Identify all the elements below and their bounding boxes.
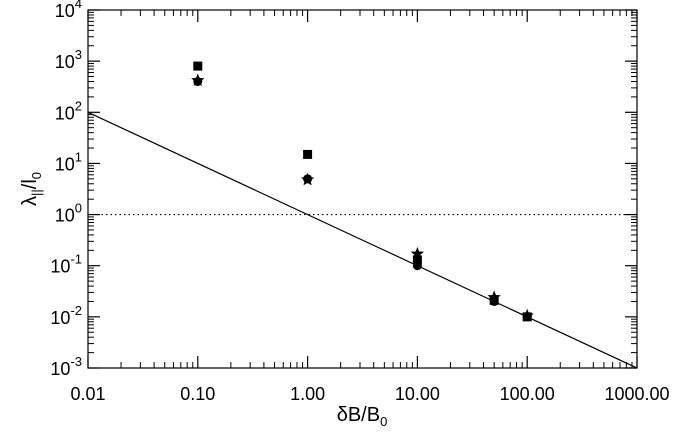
y-tick-label: 104 [55,0,82,21]
x-axis-label: δB/B0 [337,404,388,429]
x-tick-label: 1.00 [290,384,325,404]
circle-marker [412,261,422,271]
y-axis-label-subscript-parallel: || [29,189,44,196]
y-tick-label: 10-3 [50,354,82,379]
square-marker [412,255,422,265]
x-tick-label: 0.01 [70,384,105,404]
y-tick-label: 102 [55,98,82,123]
star-marker [300,172,315,186]
y-tick-label: 10-2 [50,303,82,328]
x-axis-ticks: 0.01 0.10 1.00 10.00 100.00 1000.00 [70,10,670,404]
plot-frame [87,9,638,369]
y-axis-label: λ||/l0 [19,172,44,206]
star-marker [520,308,534,322]
reference-lines [87,111,638,369]
star-marker [410,246,425,260]
y-tick-label: 101 [55,149,82,174]
y-tick-label: 10-1 [50,252,82,277]
x-tick-label: 100.00 [500,384,555,404]
x-axis-label-main: δB/B [337,404,380,426]
y-axis-label-main: λ [19,196,41,206]
diagonal-reference-line [87,111,638,369]
data-markers [191,61,534,322]
y-axis-label-middle: /l [19,179,41,189]
x-tick-label: 1000.00 [604,384,669,404]
square-marker [303,149,313,159]
x-tick-label: 0.10 [180,384,215,404]
y-tick-label: 103 [55,47,82,72]
y-axis-ticks: 10-3 10-2 10-1 100 101 102 103 104 [50,0,637,379]
y-axis-label-subscript-zero: 0 [29,172,44,179]
x-axis-label-subscript: 0 [380,414,387,429]
x-tick-label: 10.00 [395,384,440,404]
y-tick-label: 100 [55,201,82,226]
square-marker [193,61,203,71]
star-marker [191,73,205,87]
star-marker [487,290,501,304]
